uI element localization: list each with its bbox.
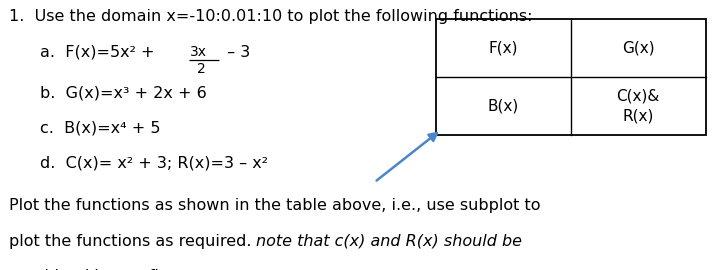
Text: 2: 2 (197, 62, 206, 76)
Text: B(x): B(x) (487, 99, 518, 113)
Text: d.  C(x)= x² + 3; R(x)=3 – x²: d. C(x)= x² + 3; R(x)=3 – x² (40, 155, 268, 170)
Text: c.  B(x)=x⁴ + 5: c. B(x)=x⁴ + 5 (40, 120, 160, 135)
Text: 3x: 3x (190, 45, 207, 59)
Text: – 3: – 3 (222, 45, 250, 60)
Text: Plot the functions as shown in the table above, i.e., use subplot to: Plot the functions as shown in the table… (9, 198, 540, 213)
Text: b.  G(x)=x³ + 2x + 6: b. G(x)=x³ + 2x + 6 (40, 85, 207, 100)
Text: a.  F(x)=5x² +: a. F(x)=5x² + (40, 45, 159, 60)
Text: note that c(x) and R(x) should be: note that c(x) and R(x) should be (256, 234, 521, 249)
Text: G(x): G(x) (622, 40, 654, 55)
Text: F(x): F(x) (488, 40, 518, 55)
Text: 1.  Use the domain x=-10:0.01:10 to plot the following functions:: 1. Use the domain x=-10:0.01:10 to plot … (9, 9, 532, 25)
Bar (436, 19, 706, 135)
Text: combined in one figure.: combined in one figure. (9, 269, 199, 270)
Text: plot the functions as required.: plot the functions as required. (9, 234, 256, 249)
Text: C(x)&
R(x): C(x)& R(x) (616, 89, 660, 123)
